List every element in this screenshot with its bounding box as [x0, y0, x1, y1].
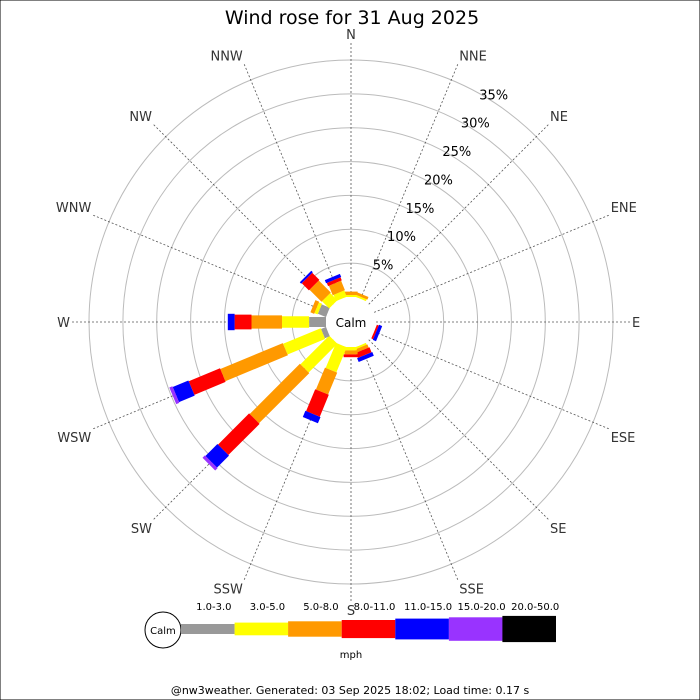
- bar-sse-bin-2: [355, 344, 369, 353]
- bar-wsw-bin-3: [188, 368, 226, 395]
- bar-wsw-bin-2: [220, 343, 288, 382]
- direction-label-w: W: [57, 316, 70, 331]
- direction-label-e: E: [632, 316, 640, 331]
- bar-wsw-bin-0: [321, 326, 330, 339]
- footer-text: @nw3weather. Generated: 03 Sep 2025 18:0…: [171, 684, 530, 697]
- calm-circle-group: Calm: [326, 297, 376, 347]
- bar-nnw-bin-4: [324, 273, 342, 284]
- bar-ssw-bin-4: [302, 410, 321, 424]
- legend-bin-label-4: 11.0-15.0: [404, 602, 452, 613]
- direction-label-wsw: WSW: [57, 431, 91, 446]
- bar-wnw-bin-1: [314, 302, 322, 315]
- direction-label-nw: NW: [129, 110, 152, 125]
- legend-swatch-3: [341, 620, 396, 639]
- bar-w-bin-4: [227, 313, 235, 331]
- ring-labels: 5% 10% 15% 20% 25% 30% 35%: [373, 88, 508, 273]
- bar-nw-bin-1: [322, 293, 338, 309]
- direction-label-ese: ESE: [611, 431, 636, 446]
- bar-sw-bin-3: [218, 413, 260, 455]
- ring-label-10: 10%: [387, 230, 416, 245]
- bar-s-bin-3: [343, 354, 359, 358]
- calm-label: Calm: [336, 316, 367, 330]
- bar-n-bin-2: [344, 291, 358, 295]
- direction-label-s: S: [347, 604, 355, 619]
- legend-bin-label-0: 1.0-3.0: [196, 602, 231, 613]
- bar-nne-bin-2: [355, 292, 369, 300]
- bar-wsw-bin-4: [172, 380, 195, 403]
- bar-w-bin-3: [234, 314, 252, 330]
- speed-legend: Calm mph 1.0-3.0 3.0-5.0 5.0-8.0 8.0-11.0 11…: [144, 602, 559, 661]
- bar-wnw-bin-0: [317, 304, 330, 318]
- direction-label-sse: SSE: [459, 583, 484, 598]
- chart-title: Wind rose for 31 Aug 2025: [225, 7, 479, 29]
- direction-labels: N NNE NE ENE E ESE SE SSE S SSW SW WSW W WNW NW NNW: [56, 28, 640, 619]
- bar-sse-bin-1: [355, 342, 367, 350]
- bar-ssw-bin-2: [315, 367, 338, 395]
- legend-swatch-6: [502, 615, 556, 643]
- ring-label-35: 35%: [479, 88, 508, 103]
- legend-unit: mph: [340, 650, 362, 661]
- direction-label-se: SE: [550, 522, 566, 537]
- legend-swatch-0: [181, 624, 235, 634]
- ring-label-25: 25%: [442, 145, 471, 160]
- direction-label-ne: NE: [550, 110, 568, 125]
- grid-ring-20: [190, 161, 512, 483]
- legend-swatch-1: [234, 622, 289, 636]
- direction-label-sw: SW: [131, 522, 152, 537]
- bar-s-bin-2: [344, 350, 358, 355]
- legend-swatch-4: [395, 618, 449, 640]
- bar-nnw-bin-1: [333, 290, 347, 302]
- ring-label-15: 15%: [405, 202, 434, 217]
- ring-label-20: 20%: [424, 174, 453, 189]
- bar-wnw-bin-2: [310, 300, 320, 314]
- bar-nne-bin-1: [355, 294, 367, 302]
- ring-label-30: 30%: [461, 117, 490, 132]
- legend-swatch-5: [448, 617, 503, 641]
- bar-wsw-bin-5: [169, 386, 180, 405]
- calm-circle: [326, 297, 376, 347]
- bar-nnw-bin-3: [326, 277, 342, 287]
- grid-ring-30: [122, 93, 580, 551]
- bar-sw-bin-1: [300, 335, 338, 373]
- direction-label-nnw: NNW: [210, 49, 242, 64]
- direction-label-ene: ENE: [611, 201, 637, 216]
- bar-nw-bin-2: [309, 280, 331, 302]
- bar-nw-bin-4: [299, 270, 313, 284]
- bar-ssw-bin-3: [306, 389, 329, 417]
- ring-label-5: 5%: [373, 259, 394, 274]
- bar-s-bin-1: [345, 347, 357, 351]
- direction-label-nne: NNE: [459, 49, 487, 64]
- bar-ese-bin-3: [371, 324, 379, 340]
- bar-nnw-bin-2: [328, 280, 345, 296]
- legend-swatch-2: [288, 621, 342, 637]
- legend-bin-label-2: 5.0-8.0: [303, 602, 338, 613]
- legend-calm-label: Calm: [150, 626, 176, 637]
- bar-n-bin-1: [345, 295, 357, 297]
- bar-w-bin-0: [309, 317, 326, 327]
- bar-sw-bin-5: [202, 455, 218, 471]
- bar-w-bin-1: [282, 316, 310, 328]
- bar-sw-bin-2: [249, 363, 310, 424]
- direction-label-ssw: SSW: [213, 583, 243, 598]
- bar-ssw-bin-1: [325, 342, 347, 373]
- bar-ese-bin-4: [372, 324, 383, 342]
- direction-label-n: N: [346, 28, 356, 43]
- legend-bin-label-1: 3.0-5.0: [250, 602, 285, 613]
- legend-bin-label-5: 15.0-20.0: [458, 602, 506, 613]
- bar-wsw-bin-1: [283, 328, 326, 355]
- wind-bars: [169, 270, 383, 471]
- direction-label-wnw: WNW: [56, 201, 92, 216]
- bar-sse-bin-3: [355, 347, 372, 358]
- legend-bin-label-3: 8.0-11.0: [354, 602, 396, 613]
- bar-sw-bin-4: [205, 444, 229, 468]
- bar-nw-bin-3: [301, 272, 320, 291]
- bar-w-bin-2: [251, 315, 282, 329]
- legend-bin-label-6: 20.0-50.0: [511, 602, 559, 613]
- bar-sse-bin-4: [357, 352, 374, 362]
